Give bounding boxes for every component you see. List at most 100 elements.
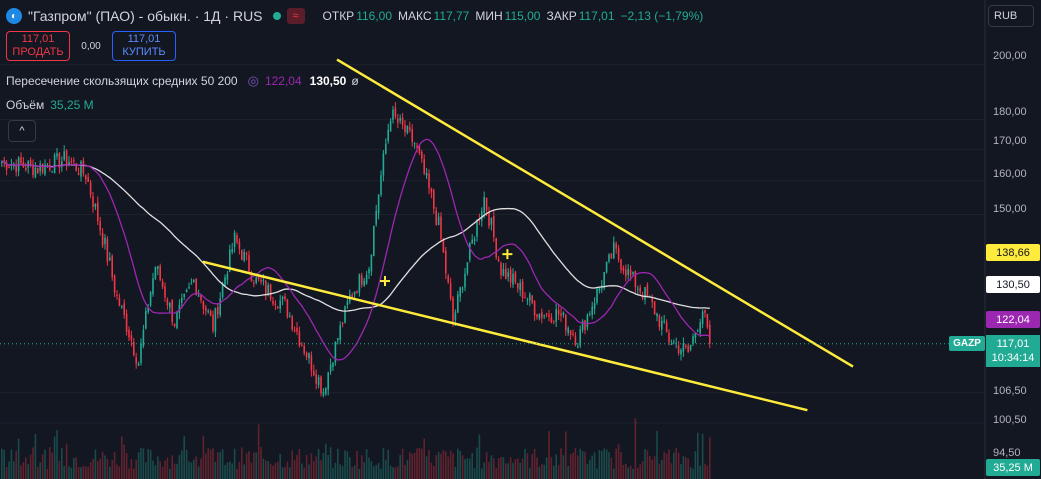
volume-bar	[320, 460, 322, 479]
candle-body	[651, 297, 653, 302]
gazprom-logo-icon: ◐	[6, 8, 22, 24]
volume-bar	[265, 460, 267, 479]
volume-bar	[589, 459, 591, 479]
volume-bar	[591, 455, 593, 479]
volume-bar	[675, 447, 677, 479]
volume-bar	[596, 468, 598, 479]
volume-bar	[32, 447, 34, 479]
sell-button[interactable]: 117,01 ПРОДАТЬ	[6, 31, 70, 61]
candle-body	[159, 265, 161, 280]
candle-body	[385, 143, 387, 154]
volume-bar	[10, 449, 13, 479]
volume-bar	[651, 459, 653, 479]
buy-button[interactable]: 117,01 КУПИТЬ	[112, 31, 176, 61]
candle-body	[368, 269, 370, 274]
volume-bar	[269, 463, 272, 479]
volume-bar	[500, 457, 502, 479]
candle-body	[113, 275, 116, 293]
price-tick: 106,50	[993, 385, 1027, 397]
volume-bar	[521, 458, 524, 479]
candle-body	[485, 198, 488, 211]
volume-bar	[428, 450, 430, 479]
symbol-title[interactable]: "Газпром" (ПАО) - обыкн. · 1Д · RUS	[28, 8, 263, 24]
price-tick: 160,00	[993, 168, 1027, 180]
volume-bar	[34, 434, 37, 479]
volume-bar	[392, 467, 394, 479]
candle-body	[663, 320, 665, 322]
volume-bar	[310, 453, 313, 479]
ma-cross-legend[interactable]: Пересечение скользящих средних 50 200 ◎ …	[6, 73, 359, 89]
candle-body	[550, 317, 553, 323]
candle-body	[65, 150, 68, 165]
compare-icon[interactable]: ≈	[286, 8, 305, 24]
candle-body	[529, 293, 531, 301]
candle-body	[245, 253, 248, 255]
volume-bar	[140, 447, 142, 479]
volume-bar	[579, 448, 581, 479]
candle-body	[152, 278, 154, 295]
candle-body	[449, 282, 452, 299]
candle-body	[85, 175, 87, 180]
volume-bar	[617, 444, 620, 479]
candle-body	[572, 333, 574, 335]
volume-bar	[291, 450, 293, 479]
candle-body	[445, 250, 447, 274]
volume-bar	[183, 436, 185, 479]
candle-body	[644, 287, 646, 300]
volume-bar	[253, 452, 255, 479]
currency-selector[interactable]: RUB	[988, 5, 1034, 27]
volume-bar	[329, 447, 332, 479]
candle-body	[459, 287, 461, 297]
candle-body	[560, 313, 562, 316]
collapse-legend-button[interactable]: ^	[8, 120, 36, 142]
volume-bar	[483, 462, 485, 479]
volume-bar	[478, 434, 481, 479]
candle-body	[101, 233, 104, 246]
volume-bar	[572, 452, 574, 479]
volume-bar	[413, 452, 416, 479]
candle-body	[521, 281, 524, 298]
candle-body	[231, 249, 233, 253]
candle-body	[109, 257, 111, 261]
volume-bar	[430, 462, 433, 479]
candle-body	[466, 262, 469, 274]
price-tick: 170,00	[993, 135, 1027, 147]
volume-legend[interactable]: Объём 35,25 M	[6, 98, 94, 112]
candle-body	[483, 196, 485, 214]
candle-body	[584, 320, 586, 330]
volume-bar	[101, 451, 104, 479]
volume-value: 35,25 M	[50, 98, 94, 112]
volume-bar	[351, 466, 353, 479]
candle-body	[701, 311, 704, 325]
candle-body	[493, 215, 495, 238]
candle-body	[92, 196, 94, 207]
volume-bar	[238, 462, 241, 479]
candle-body	[147, 307, 149, 313]
volume-bar	[178, 455, 181, 479]
volume-bar	[509, 457, 512, 479]
candle-body	[591, 306, 593, 315]
volume-bar	[245, 453, 248, 479]
candle-body	[70, 160, 73, 162]
candle-body	[500, 262, 502, 276]
volume-bar	[445, 451, 447, 479]
candle-body	[565, 314, 567, 331]
candle-body	[116, 295, 118, 297]
volume-bar	[289, 467, 291, 479]
volume-bar	[281, 467, 284, 479]
volume-bar	[677, 452, 680, 479]
candle-body	[346, 301, 349, 306]
candle-body	[82, 160, 85, 174]
volume-bar	[68, 466, 70, 479]
volume-bar	[608, 452, 610, 479]
volume-bar	[135, 459, 137, 479]
loading-cycle-icon: ◎	[247, 73, 259, 88]
candle-body	[308, 353, 310, 359]
candle-body	[277, 306, 279, 309]
volume-bar	[337, 448, 339, 479]
volume-bar	[274, 462, 277, 479]
candle-body	[581, 321, 584, 331]
volume-bar	[545, 457, 548, 479]
candle-body	[677, 345, 680, 354]
